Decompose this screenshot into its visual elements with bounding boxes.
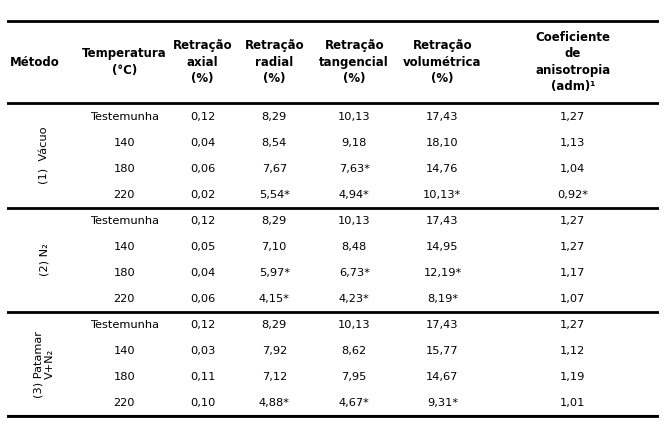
Text: 14,95: 14,95 — [426, 242, 459, 252]
Text: Retração
tangencial
(%): Retração tangencial (%) — [319, 39, 389, 85]
Text: 6,73*: 6,73* — [339, 268, 370, 278]
Text: 7,10: 7,10 — [262, 242, 287, 252]
Text: 8,29: 8,29 — [262, 111, 287, 122]
Text: 1,04: 1,04 — [560, 164, 585, 173]
Text: Retração
volumétrica
(%): Retração volumétrica (%) — [403, 39, 482, 85]
Text: 10,13: 10,13 — [338, 320, 370, 330]
Text: 9,31*: 9,31* — [427, 398, 458, 408]
Text: 0,03: 0,03 — [190, 346, 215, 356]
Text: Testemunha: Testemunha — [90, 320, 159, 330]
Text: Método: Método — [10, 56, 60, 69]
Text: 17,43: 17,43 — [426, 111, 459, 122]
Text: 1,13: 1,13 — [560, 138, 585, 148]
Text: 4,67*: 4,67* — [339, 398, 370, 408]
Text: 220: 220 — [113, 189, 135, 200]
Text: 0,05: 0,05 — [190, 242, 215, 252]
Text: Temperatura
(°C): Temperatura (°C) — [82, 47, 166, 77]
Text: 1,17: 1,17 — [560, 268, 585, 278]
Text: 0,06: 0,06 — [190, 294, 215, 304]
Text: Retração
radial
(%): Retração radial (%) — [244, 39, 304, 85]
Text: 14,67: 14,67 — [426, 372, 458, 382]
Text: 8,29: 8,29 — [262, 320, 287, 330]
Text: 140: 140 — [113, 242, 135, 252]
Text: 0,92*: 0,92* — [557, 189, 588, 200]
Text: 1,12: 1,12 — [560, 346, 585, 356]
Text: Retração
axial
(%): Retração axial (%) — [172, 39, 232, 85]
Text: 7,63*: 7,63* — [339, 164, 370, 173]
Text: 4,23*: 4,23* — [339, 294, 370, 304]
Text: (3) Patamar
V+N₂: (3) Patamar V+N₂ — [33, 330, 55, 398]
Text: 4,94*: 4,94* — [339, 189, 370, 200]
Text: 0,04: 0,04 — [190, 138, 215, 148]
Text: 220: 220 — [113, 294, 135, 304]
Text: 7,12: 7,12 — [262, 372, 287, 382]
Text: 9,18: 9,18 — [342, 138, 367, 148]
Text: 10,13*: 10,13* — [423, 189, 462, 200]
Text: 0,02: 0,02 — [190, 189, 215, 200]
Text: Coeficiente
de
anisotropia
(adm)¹: Coeficiente de anisotropia (adm)¹ — [535, 31, 611, 93]
Text: 7,92: 7,92 — [262, 346, 287, 356]
Text: 4,15*: 4,15* — [259, 294, 290, 304]
Text: 0,04: 0,04 — [190, 268, 215, 278]
Text: 0,12: 0,12 — [190, 216, 215, 226]
Text: Testemunha: Testemunha — [90, 111, 159, 122]
Text: 180: 180 — [113, 268, 135, 278]
Text: 1,01: 1,01 — [560, 398, 585, 408]
Text: 140: 140 — [113, 346, 135, 356]
Text: 8,54: 8,54 — [262, 138, 287, 148]
Text: 1,27: 1,27 — [560, 242, 585, 252]
Text: (2) N₂: (2) N₂ — [39, 243, 49, 276]
Text: 12,19*: 12,19* — [424, 268, 462, 278]
Text: 1,19: 1,19 — [560, 372, 585, 382]
Text: 8,62: 8,62 — [342, 346, 367, 356]
Text: 220: 220 — [113, 398, 135, 408]
Text: 7,67: 7,67 — [262, 164, 287, 173]
Text: 4,88*: 4,88* — [259, 398, 290, 408]
Text: 1,27: 1,27 — [560, 216, 585, 226]
Text: Testemunha: Testemunha — [90, 216, 159, 226]
Text: 0,06: 0,06 — [190, 164, 215, 173]
Text: 180: 180 — [113, 372, 135, 382]
Text: 1,27: 1,27 — [560, 320, 585, 330]
Text: 5,54*: 5,54* — [259, 189, 290, 200]
Text: 10,13: 10,13 — [338, 216, 370, 226]
Text: 14,76: 14,76 — [426, 164, 458, 173]
Text: 0,12: 0,12 — [190, 320, 215, 330]
Text: 15,77: 15,77 — [426, 346, 459, 356]
Text: 7,95: 7,95 — [342, 372, 367, 382]
Text: 140: 140 — [113, 138, 135, 148]
Text: 0,10: 0,10 — [190, 398, 215, 408]
Text: 5,97*: 5,97* — [259, 268, 290, 278]
Text: 10,13: 10,13 — [338, 111, 370, 122]
Text: 8,19*: 8,19* — [427, 294, 458, 304]
Text: 180: 180 — [113, 164, 135, 173]
Text: 18,10: 18,10 — [426, 138, 459, 148]
Text: 1,27: 1,27 — [560, 111, 585, 122]
Text: 0,12: 0,12 — [190, 111, 215, 122]
Text: 8,29: 8,29 — [262, 216, 287, 226]
Text: 17,43: 17,43 — [426, 216, 459, 226]
Text: 17,43: 17,43 — [426, 320, 459, 330]
Text: 0,11: 0,11 — [190, 372, 215, 382]
Text: 1,07: 1,07 — [560, 294, 585, 304]
Text: 8,48: 8,48 — [342, 242, 367, 252]
Text: (1)  Vácuo: (1) Vácuo — [39, 127, 49, 184]
